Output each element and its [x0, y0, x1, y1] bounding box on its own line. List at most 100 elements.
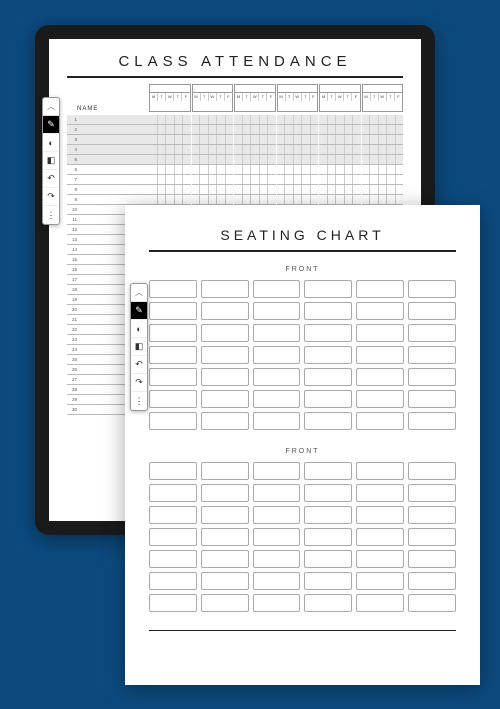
- seat-cell[interactable]: [149, 302, 197, 320]
- attendance-cell[interactable]: [370, 155, 379, 164]
- attendance-cell[interactable]: [387, 185, 396, 194]
- attendance-cell[interactable]: [277, 115, 286, 124]
- seat-cell[interactable]: [201, 528, 249, 546]
- attendance-cell[interactable]: [217, 115, 226, 124]
- attendance-cell[interactable]: [192, 175, 201, 184]
- seat-cell[interactable]: [304, 412, 352, 430]
- attendance-cell[interactable]: [387, 165, 396, 174]
- attendance-cell[interactable]: [166, 175, 175, 184]
- attendance-cell[interactable]: [336, 185, 345, 194]
- attendance-cell[interactable]: [362, 115, 371, 124]
- attendance-cell[interactable]: [336, 115, 345, 124]
- attendance-cell[interactable]: [251, 115, 260, 124]
- attendance-cell[interactable]: [319, 195, 328, 204]
- attendance-cell[interactable]: [226, 185, 234, 194]
- attendance-cell[interactable]: [311, 195, 319, 204]
- attendance-cell[interactable]: [149, 155, 158, 164]
- attendance-cell[interactable]: [285, 115, 294, 124]
- attendance-cell[interactable]: [328, 145, 337, 154]
- attendance-cell[interactable]: [362, 165, 371, 174]
- attendance-cell[interactable]: [243, 185, 252, 194]
- seat-cell[interactable]: [408, 412, 456, 430]
- attendance-cell[interactable]: [234, 175, 243, 184]
- seat-cell[interactable]: [408, 324, 456, 342]
- attendance-cell[interactable]: [209, 175, 218, 184]
- seat-cell[interactable]: [149, 390, 197, 408]
- attendance-cell[interactable]: [302, 185, 311, 194]
- attendance-cell[interactable]: [302, 145, 311, 154]
- seat-cell[interactable]: [149, 594, 197, 612]
- attendance-cell[interactable]: [336, 195, 345, 204]
- attendance-cell[interactable]: [175, 155, 184, 164]
- seat-cell[interactable]: [356, 462, 404, 480]
- attendance-cell[interactable]: [396, 195, 404, 204]
- attendance-cell[interactable]: [226, 125, 234, 134]
- attendance-cell[interactable]: [387, 155, 396, 164]
- attendance-cell[interactable]: [149, 145, 158, 154]
- seat-cell[interactable]: [304, 572, 352, 590]
- attendance-cell[interactable]: [379, 115, 388, 124]
- seat-cell[interactable]: [356, 550, 404, 568]
- attendance-cell[interactable]: [294, 175, 303, 184]
- attendance-cell[interactable]: [302, 125, 311, 134]
- seat-cell[interactable]: [253, 462, 301, 480]
- attendance-cell[interactable]: [328, 185, 337, 194]
- attendance-cell[interactable]: [243, 125, 252, 134]
- seat-cell[interactable]: [356, 390, 404, 408]
- attendance-cell[interactable]: [345, 165, 354, 174]
- seat-cell[interactable]: [201, 484, 249, 502]
- attendance-cell[interactable]: [353, 125, 361, 134]
- seat-cell[interactable]: [304, 462, 352, 480]
- attendance-cell[interactable]: [294, 135, 303, 144]
- seat-cell[interactable]: [304, 302, 352, 320]
- seat-cell[interactable]: [408, 390, 456, 408]
- seat-cell[interactable]: [149, 324, 197, 342]
- attendance-cell[interactable]: [353, 155, 361, 164]
- attendance-cell[interactable]: [285, 185, 294, 194]
- attendance-cell[interactable]: [234, 145, 243, 154]
- attendance-cell[interactable]: [158, 155, 167, 164]
- paint-icon[interactable]: ◐: [43, 134, 59, 152]
- attendance-cell[interactable]: [251, 125, 260, 134]
- attendance-cell[interactable]: [353, 115, 361, 124]
- seat-cell[interactable]: [201, 572, 249, 590]
- attendance-cell[interactable]: [183, 185, 191, 194]
- pen-icon[interactable]: ✎: [131, 302, 147, 320]
- attendance-cell[interactable]: [158, 145, 167, 154]
- seat-cell[interactable]: [408, 346, 456, 364]
- seat-cell[interactable]: [201, 594, 249, 612]
- attendance-cell[interactable]: [260, 185, 269, 194]
- seat-cell[interactable]: [304, 594, 352, 612]
- attendance-cell[interactable]: [277, 165, 286, 174]
- attendance-cell[interactable]: [217, 125, 226, 134]
- attendance-cell[interactable]: [345, 135, 354, 144]
- attendance-cell[interactable]: [175, 175, 184, 184]
- attendance-cell[interactable]: [234, 185, 243, 194]
- attendance-cell[interactable]: [336, 155, 345, 164]
- attendance-cell[interactable]: [328, 135, 337, 144]
- seat-cell[interactable]: [201, 346, 249, 364]
- seat-cell[interactable]: [408, 368, 456, 386]
- attendance-cell[interactable]: [379, 195, 388, 204]
- attendance-cell[interactable]: [302, 115, 311, 124]
- attendance-cell[interactable]: [362, 175, 371, 184]
- attendance-cell[interactable]: [149, 195, 158, 204]
- attendance-cell[interactable]: [328, 155, 337, 164]
- attendance-cell[interactable]: [345, 185, 354, 194]
- attendance-cell[interactable]: [396, 145, 404, 154]
- attendance-cell[interactable]: [200, 195, 209, 204]
- attendance-cell[interactable]: [260, 145, 269, 154]
- seat-cell[interactable]: [253, 280, 301, 298]
- attendance-cell[interactable]: [149, 165, 158, 174]
- attendance-cell[interactable]: [379, 165, 388, 174]
- attendance-cell[interactable]: [379, 145, 388, 154]
- attendance-cell[interactable]: [260, 165, 269, 174]
- attendance-cell[interactable]: [192, 165, 201, 174]
- attendance-cell[interactable]: [175, 185, 184, 194]
- attendance-cell[interactable]: [183, 165, 191, 174]
- attendance-cell[interactable]: [311, 135, 319, 144]
- attendance-cell[interactable]: [387, 175, 396, 184]
- attendance-cell[interactable]: [277, 125, 286, 134]
- seat-cell[interactable]: [201, 412, 249, 430]
- attendance-cell[interactable]: [217, 185, 226, 194]
